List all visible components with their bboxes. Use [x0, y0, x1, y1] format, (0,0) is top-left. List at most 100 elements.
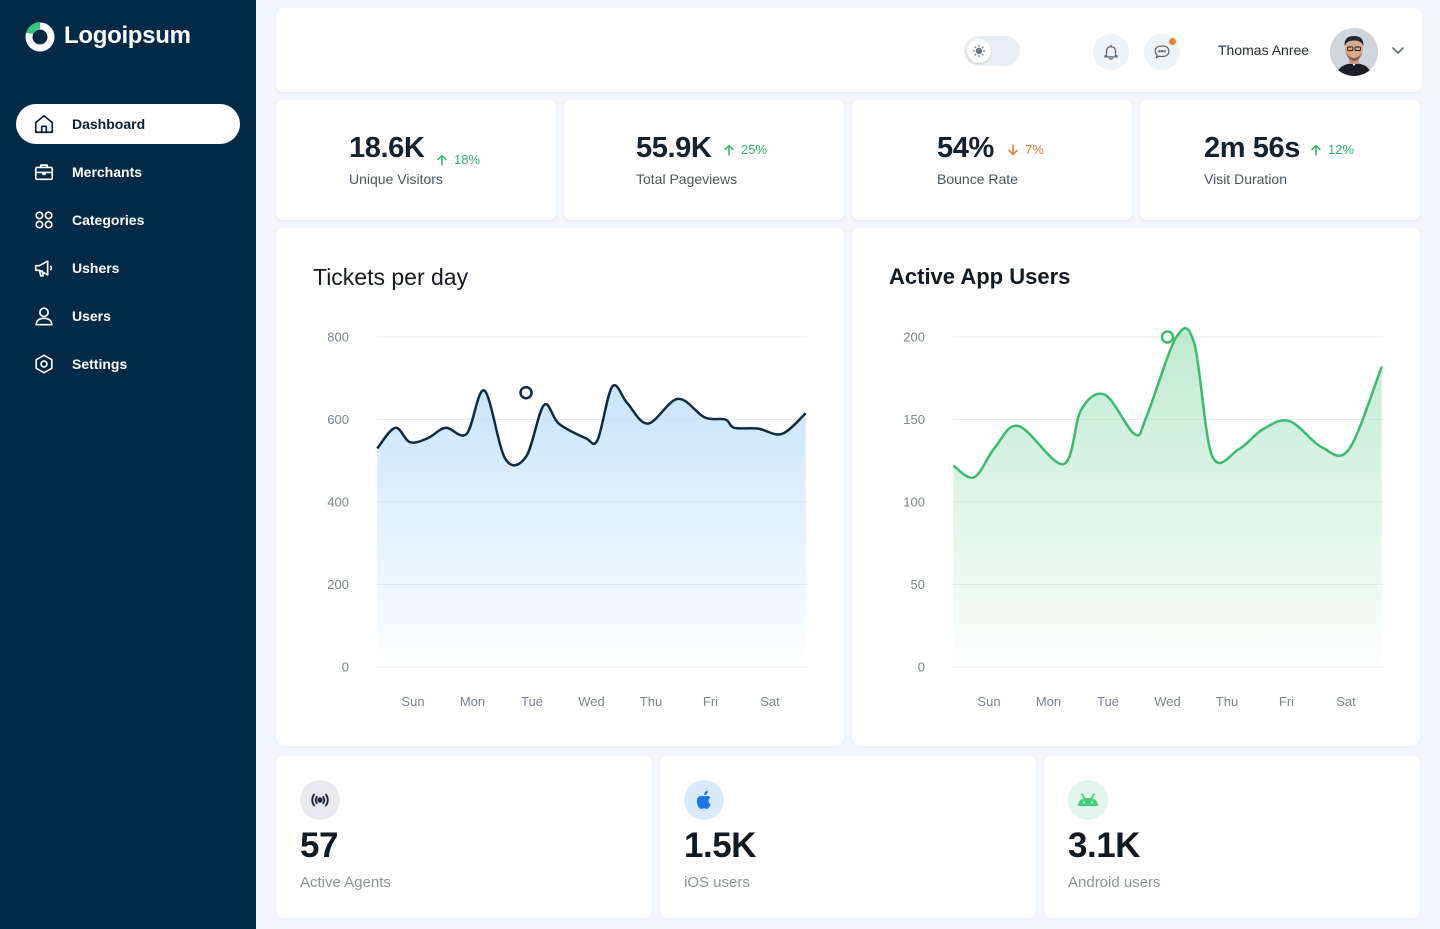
stat-label: Total Pageviews — [636, 171, 738, 187]
y-tick-label: 400 — [327, 495, 349, 510]
sidebar-item-categories[interactable]: Categories — [16, 200, 240, 240]
x-tick-label: Wed — [1154, 694, 1181, 709]
briefcase-icon — [32, 160, 56, 184]
metric-label: Android users — [1068, 874, 1161, 891]
y-tick-label: 0 — [918, 660, 925, 675]
logo-text: Logoipsum — [64, 22, 191, 49]
sun-icon — [967, 39, 991, 63]
sidebar-item-ushers[interactable]: Ushers — [16, 248, 240, 288]
sidebar-item-settings[interactable]: Settings — [16, 344, 240, 384]
stat-label: Unique Visitors — [349, 171, 443, 187]
sidebar-item-label: Merchants — [72, 164, 143, 180]
unread-dot — [1169, 38, 1176, 45]
y-tick-label: 150 — [903, 412, 925, 427]
broadcast-icon — [300, 780, 340, 820]
x-tick-label: Sat — [1336, 694, 1356, 709]
y-tick-label: 600 — [327, 412, 349, 427]
stat-value: 2m 56s — [1204, 132, 1300, 164]
stat-value: 55.9K — [636, 132, 712, 164]
metric-card-active-agents: 57 Active Agents — [276, 756, 652, 918]
stat-change: 7% — [1007, 142, 1044, 157]
chart-title: Tickets per day — [313, 264, 469, 290]
x-tick-label: Sun — [977, 694, 1000, 709]
chevron-down-icon[interactable] — [1390, 42, 1406, 58]
y-tick-label: 800 — [327, 330, 349, 345]
x-tick-label: Fri — [1279, 694, 1294, 709]
series-area — [953, 328, 1382, 667]
sidebar-nav: Dashboard Merchants Categories Ushers Us… — [16, 104, 240, 392]
x-tick-label: Sun — [401, 694, 424, 709]
y-tick-label: 100 — [903, 495, 925, 510]
stat-change-text: 7% — [1025, 142, 1044, 157]
avatar[interactable] — [1330, 28, 1378, 76]
arrow-up-icon — [724, 143, 734, 156]
settings-icon — [32, 352, 56, 376]
user-name[interactable]: Thomas Anree — [1218, 42, 1310, 58]
highlight-point[interactable] — [1160, 330, 1175, 344]
metric-label: iOS users — [684, 874, 750, 891]
stat-change: 18% — [436, 152, 480, 167]
chart-title: Active App Users — [889, 264, 1071, 289]
arrow-up-icon — [437, 153, 447, 166]
megaphone-icon — [32, 256, 56, 280]
x-tick-label: Wed — [578, 694, 605, 709]
highlight-point[interactable] — [519, 385, 533, 400]
series-line — [376, 383, 807, 467]
android-icon — [1068, 780, 1108, 820]
chat-icon — [1153, 43, 1171, 61]
sidebar-item-dashboard[interactable]: Dashboard — [16, 104, 240, 144]
sidebar-item-merchants[interactable]: Merchants — [16, 152, 240, 192]
x-tick-label: Mon — [460, 694, 485, 709]
bell-icon — [1102, 43, 1120, 61]
metric-value: 3.1K — [1068, 826, 1140, 865]
sidebar-item-label: Users — [72, 308, 111, 324]
stat-change-text: 18% — [454, 152, 481, 167]
apple-icon — [684, 780, 724, 820]
x-tick-label: Sat — [760, 694, 780, 709]
metric-card-android-users: 3.1K Android users — [1044, 756, 1420, 918]
stat-value: 18.6K — [349, 132, 425, 164]
theme-toggle[interactable] — [964, 36, 1020, 66]
series-area — [377, 385, 806, 667]
chart-card-tickets: Tickets per day 0 200 400 600 800 Sun Mon Tue We… — [276, 228, 844, 746]
stat-label: Visit Duration — [1204, 171, 1288, 187]
arrow-up-icon — [1311, 143, 1321, 156]
stat-label: Bounce Rate — [937, 171, 1018, 187]
stat-card-unique-visitors: 18.6K 18% Unique Visitors — [276, 100, 556, 220]
stat-card-bounce-rate: 54% 7% Bounce Rate — [852, 100, 1132, 220]
chart-card-active-users: Active App Users 0 50 100 150 200 Sun Mon Tue We… — [852, 228, 1420, 746]
sidebar: Logoipsum Dashboard Merchants Categories… — [0, 0, 256, 929]
metric-value: 1.5K — [684, 826, 756, 865]
logo-icon — [25, 22, 55, 52]
logo[interactable]: Logoipsum — [24, 20, 191, 52]
messages-button[interactable] — [1144, 34, 1180, 70]
stat-change: 25% — [723, 142, 767, 157]
sidebar-item-label: Ushers — [72, 260, 120, 276]
x-tick-label: Fri — [703, 694, 718, 709]
metric-value: 57 — [300, 826, 338, 865]
x-tick-label: Thu — [1216, 694, 1238, 709]
y-tick-label: 200 — [327, 577, 349, 592]
metric-card-ios-users: 1.5K iOS users — [660, 756, 1036, 918]
home-icon — [32, 112, 56, 136]
y-tick-label: 200 — [903, 330, 925, 345]
x-tick-label: Mon — [1036, 694, 1061, 709]
stat-change: 12% — [1310, 142, 1354, 157]
x-tick-label: Tue — [1097, 694, 1119, 709]
stat-card-total-pageviews: 55.9K 25% Total Pageviews — [564, 100, 844, 220]
sidebar-item-label: Dashboard — [72, 116, 146, 132]
top-header: Thomas Anree — [276, 8, 1422, 92]
sidebar-item-users[interactable]: Users — [16, 296, 240, 336]
stat-change-text: 25% — [741, 142, 768, 157]
y-tick-label: 50 — [911, 577, 925, 592]
stat-value: 54% — [937, 132, 994, 164]
x-tick-label: Thu — [640, 694, 662, 709]
sidebar-item-label: Categories — [72, 212, 145, 228]
active-users-chart: 0 50 100 150 200 Sun Mon Tue Wed Thu Fri Sat — [903, 327, 1383, 709]
stat-change-text: 12% — [1328, 142, 1355, 157]
grid-icon — [32, 208, 56, 232]
metric-label: Active Agents — [300, 874, 391, 891]
tickets-chart: 0 200 400 600 800 Sun Mon Tue Wed Thu Fri Sat — [327, 330, 807, 709]
stat-card-visit-duration: 2m 56s 12% Visit Duration — [1140, 100, 1420, 220]
notifications-button[interactable] — [1093, 34, 1129, 70]
